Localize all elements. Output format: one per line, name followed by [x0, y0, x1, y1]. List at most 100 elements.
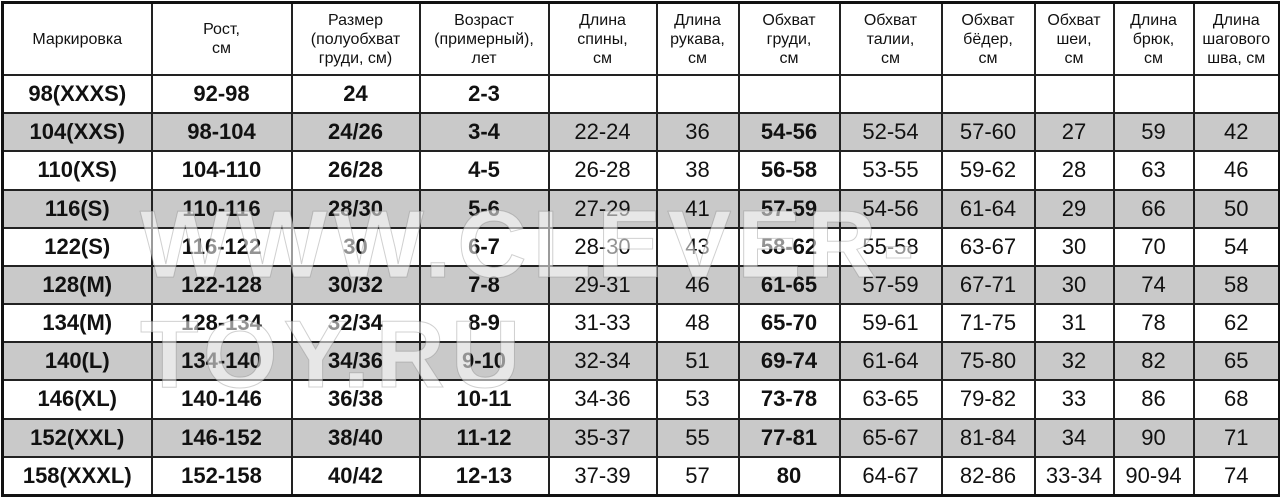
table-cell: 57-60 [940, 112, 1036, 153]
table-cell [1112, 73, 1195, 115]
table-cell [940, 73, 1036, 115]
table-cell: 74 [1192, 455, 1280, 497]
table-cell: 28 [1033, 150, 1115, 191]
table-cell: 54-56 [737, 112, 841, 153]
table-cell: 81-84 [940, 417, 1036, 458]
column-header: Длина рукава, см [655, 1, 740, 76]
table-cell: 61-65 [737, 264, 841, 306]
table-cell: 61-64 [838, 341, 943, 382]
table-cell: 66 [1112, 188, 1195, 229]
table-cell: 128-134 [150, 303, 293, 344]
table-cell: 86 [1112, 379, 1195, 420]
table-cell: 29-31 [547, 264, 658, 306]
table-cell: 158(XXXL) [1, 455, 153, 497]
table-cell: 57 [655, 455, 740, 497]
table-cell: 52-54 [838, 112, 943, 153]
table-cell: 82 [1112, 341, 1195, 382]
table-cell: 80 [737, 455, 841, 497]
table-cell [655, 73, 740, 115]
table-cell: 11-12 [418, 417, 550, 458]
table-cell: 50 [1192, 188, 1280, 229]
table-cell: 70 [1112, 226, 1195, 267]
table-cell: 90-94 [1112, 455, 1195, 497]
table-cell: 51 [655, 341, 740, 382]
table-cell: 62 [1192, 303, 1280, 344]
table-cell: 56-58 [737, 150, 841, 191]
table-cell: 59-62 [940, 150, 1036, 191]
column-header: Возраст (примерный), лет [418, 1, 550, 76]
table-cell [838, 73, 943, 115]
table-cell: 65-67 [838, 417, 943, 458]
table-cell: 38/40 [290, 417, 421, 458]
table-row: 134(M) 128-134 32/34 8-9 31-33 48 65-70 59-61 71… [1, 303, 1280, 344]
table-cell: 63-65 [838, 379, 943, 420]
table-cell: 46 [1192, 150, 1280, 191]
table-cell: 22-24 [547, 112, 658, 153]
table-cell: 63 [1112, 150, 1195, 191]
table-cell: 10-11 [418, 379, 550, 420]
table-row: 152(XXL) 146-152 38/40 11-12 35-37 55 77-81 65-… [1, 417, 1280, 458]
table-cell: 146(XL) [1, 379, 153, 420]
table-cell: 61-64 [940, 188, 1036, 229]
table-cell: 65-70 [737, 303, 841, 344]
header-row: Маркировка Рост, см Размер (полуобхват гру… [1, 1, 1280, 76]
table-cell: 27-29 [547, 188, 658, 229]
table-cell: 92-98 [150, 73, 293, 115]
table-cell: 71-75 [940, 303, 1036, 344]
table-cell: 59 [1112, 112, 1195, 153]
table-cell: 5-6 [418, 188, 550, 229]
table-cell: 122-128 [150, 264, 293, 306]
table-cell: 71 [1192, 417, 1280, 458]
table-cell: 128(M) [1, 264, 153, 306]
table-cell: 46 [655, 264, 740, 306]
table-cell: 36/38 [290, 379, 421, 420]
table-cell: 24/26 [290, 112, 421, 153]
table-cell: 38 [655, 150, 740, 191]
table-cell: 55 [655, 417, 740, 458]
table-cell: 36 [655, 112, 740, 153]
table-cell: 34 [1033, 417, 1115, 458]
table-cell: 78 [1112, 303, 1195, 344]
table-cell: 140-146 [150, 379, 293, 420]
table-row: 146(XL) 140-146 36/38 10-11 34-36 53 73-78 63-6… [1, 379, 1280, 420]
table-cell: 57-59 [838, 264, 943, 306]
table-cell: 29 [1033, 188, 1115, 229]
column-header: Длина шагового шва, см [1192, 1, 1280, 76]
column-header: Длина брюк, см [1112, 1, 1195, 76]
column-header: Размер (полуобхват груди, см) [290, 1, 421, 76]
table-row: 116(S) 110-116 28/30 5-6 27-29 41 57-59 54-56 61… [1, 188, 1280, 229]
table-cell: 104(XXS) [1, 112, 153, 153]
table-cell: 59-61 [838, 303, 943, 344]
table-cell: 104-110 [150, 150, 293, 191]
table-cell: 30 [1033, 264, 1115, 306]
table-cell: 9-10 [418, 341, 550, 382]
table-cell: 31 [1033, 303, 1115, 344]
table-row: 122(S) 116-122 30 6-7 28-30 43 58-62 55-58 63-67… [1, 226, 1280, 267]
table-cell: 65 [1192, 341, 1280, 382]
table-cell: 28-30 [547, 226, 658, 267]
table-cell: 30/32 [290, 264, 421, 306]
column-header: Рост, см [150, 1, 293, 76]
column-header: Обхват шеи, см [1033, 1, 1115, 76]
table-cell: 90 [1112, 417, 1195, 458]
column-header: Обхват бёдер, см [940, 1, 1036, 76]
table-cell: 74 [1112, 264, 1195, 306]
table-row: 158(XXXL) 152-158 40/42 12-13 37-39 57 80 64-67… [1, 455, 1280, 497]
column-header: Длина спины, см [547, 1, 658, 76]
table-cell [737, 73, 841, 115]
table-cell: 63-67 [940, 226, 1036, 267]
table-row: 104(XXS) 98-104 24/26 3-4 22-24 36 54-56 52-54 5… [1, 112, 1280, 153]
table-cell: 40/42 [290, 455, 421, 497]
table-cell: 58-62 [737, 226, 841, 267]
table-cell: 134(M) [1, 303, 153, 344]
table-cell: 41 [655, 188, 740, 229]
table-cell: 32 [1033, 341, 1115, 382]
column-header: Маркировка [1, 1, 153, 76]
table-cell: 146-152 [150, 417, 293, 458]
column-header: Обхват груди, см [737, 1, 841, 76]
table-cell: 73-78 [737, 379, 841, 420]
table-cell: 134-140 [150, 341, 293, 382]
table-cell: 3-4 [418, 112, 550, 153]
table-cell: 34-36 [547, 379, 658, 420]
